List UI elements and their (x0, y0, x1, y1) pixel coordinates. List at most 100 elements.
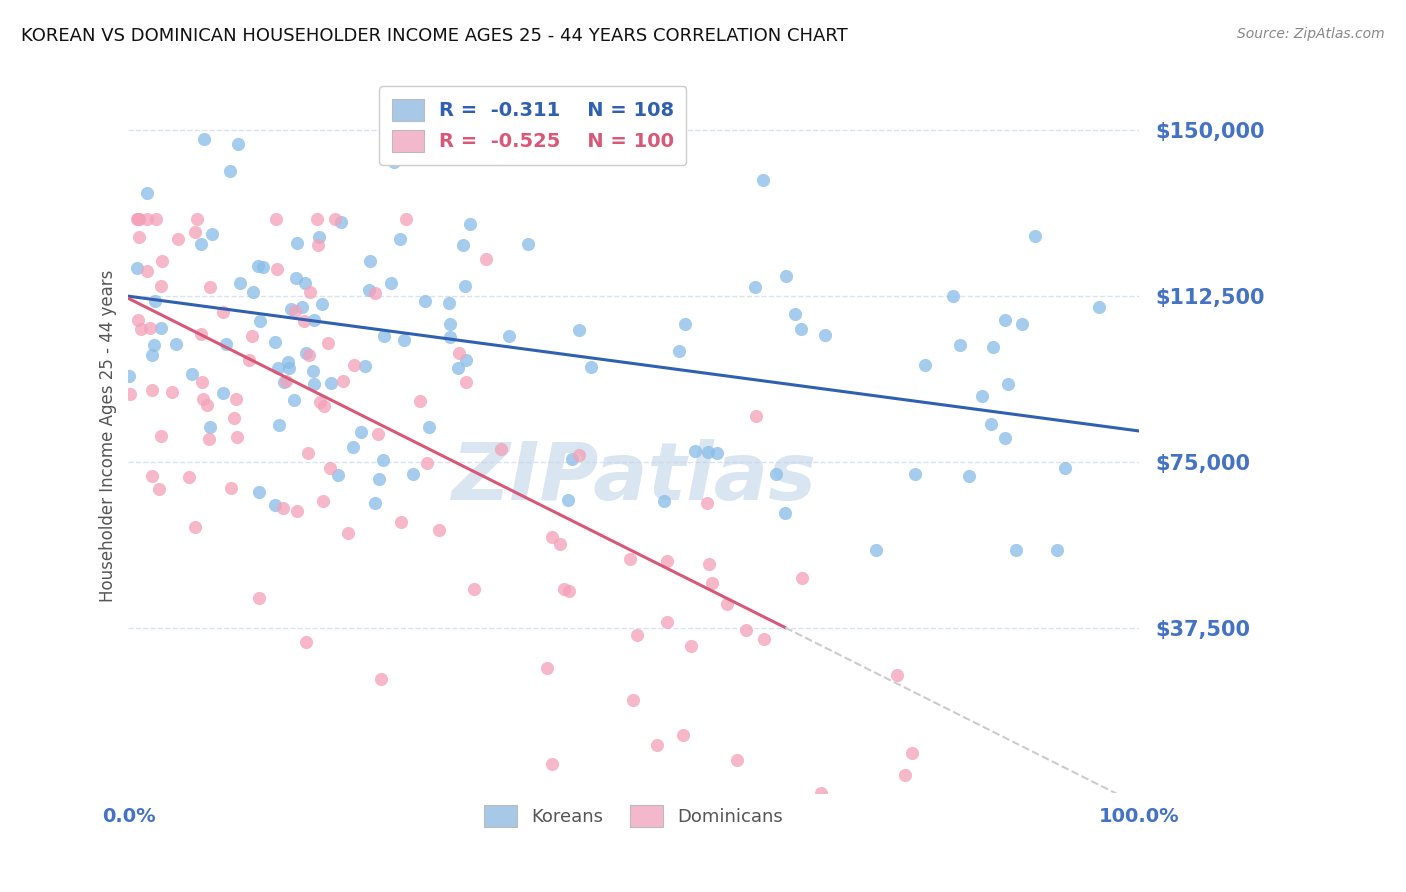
Point (735, 623, 758, 637)
Point (350, 425, 373, 439)
Point (141, 383, 163, 397)
Point (354, 359, 377, 373)
Point (418, 419, 440, 434)
Point (548, 536, 571, 550)
Point (311, 297, 333, 311)
Point (238, 353, 260, 368)
Point (439, 317, 461, 331)
Point (280, 302, 302, 317)
Point (150, 253, 173, 268)
Point (294, 346, 316, 360)
Point (553, 582, 575, 596)
Point (165, 337, 187, 351)
Point (184, 520, 207, 534)
Point (1046, 543, 1069, 558)
Point (246, 259, 269, 273)
Point (700, 575, 723, 590)
Point (368, 472, 391, 486)
Point (150, 279, 173, 293)
Point (449, 346, 471, 360)
Point (367, 427, 389, 442)
Point (273, 376, 295, 390)
Point (136, 264, 159, 278)
Point (249, 484, 271, 499)
Point (200, 280, 222, 294)
Point (226, 430, 249, 444)
Point (266, 262, 288, 277)
Point (326, 468, 349, 483)
Point (183, 225, 205, 239)
Point (193, 132, 215, 146)
Point (308, 230, 330, 244)
Point (447, 361, 470, 376)
Point (744, 280, 766, 294)
Point (716, 598, 738, 612)
Point (118, 369, 141, 384)
Point (389, 232, 412, 246)
Point (309, 395, 332, 409)
Point (148, 482, 170, 496)
Point (463, 582, 485, 597)
Point (160, 385, 183, 400)
Point (380, 276, 402, 290)
Text: ZIPatlas: ZIPatlas (451, 440, 817, 517)
Point (150, 321, 173, 335)
Point (128, 211, 150, 226)
Point (228, 277, 250, 291)
Point (558, 583, 581, 598)
Point (752, 173, 775, 187)
Point (668, 343, 690, 358)
Point (249, 314, 271, 328)
Point (657, 615, 679, 630)
Point (274, 374, 297, 388)
Point (269, 418, 291, 433)
Point (373, 328, 395, 343)
Point (439, 330, 461, 344)
Point (215, 337, 238, 351)
Point (619, 551, 641, 566)
Point (316, 336, 339, 351)
Point (284, 304, 307, 318)
Point (212, 305, 235, 319)
Point (683, 444, 706, 458)
Point (696, 496, 718, 510)
Point (557, 493, 579, 508)
Point (127, 211, 149, 226)
Point (127, 211, 149, 226)
Point (271, 500, 294, 515)
Point (672, 728, 695, 742)
Point (725, 753, 748, 767)
Point (226, 137, 249, 152)
Point (765, 467, 787, 481)
Point (285, 235, 308, 250)
Text: KOREAN VS DOMINICAN HOUSEHOLDER INCOME AGES 25 - 44 YEARS CORRELATION CHART: KOREAN VS DOMINICAN HOUSEHOLDER INCOME A… (21, 27, 848, 45)
Point (1011, 317, 1033, 331)
Point (118, 387, 141, 401)
Point (814, 327, 837, 342)
Point (370, 672, 392, 686)
Point (302, 312, 325, 326)
Point (894, 768, 917, 782)
Point (363, 496, 385, 510)
Y-axis label: Householder Income Ages 25 - 44 years: Householder Income Ages 25 - 44 years (100, 269, 117, 601)
Point (997, 377, 1019, 392)
Point (364, 285, 387, 300)
Point (247, 591, 270, 606)
Point (394, 334, 416, 348)
Point (190, 236, 212, 251)
Point (357, 283, 380, 297)
Point (1088, 300, 1111, 314)
Point (145, 211, 167, 226)
Point (127, 312, 149, 326)
Point (949, 338, 972, 352)
Point (994, 312, 1017, 326)
Point (626, 628, 648, 642)
Point (775, 268, 797, 283)
Point (314, 400, 336, 414)
Point (621, 693, 644, 707)
Point (568, 323, 591, 337)
Point (329, 215, 352, 229)
Point (790, 322, 813, 336)
Point (219, 164, 242, 178)
Point (277, 355, 299, 369)
